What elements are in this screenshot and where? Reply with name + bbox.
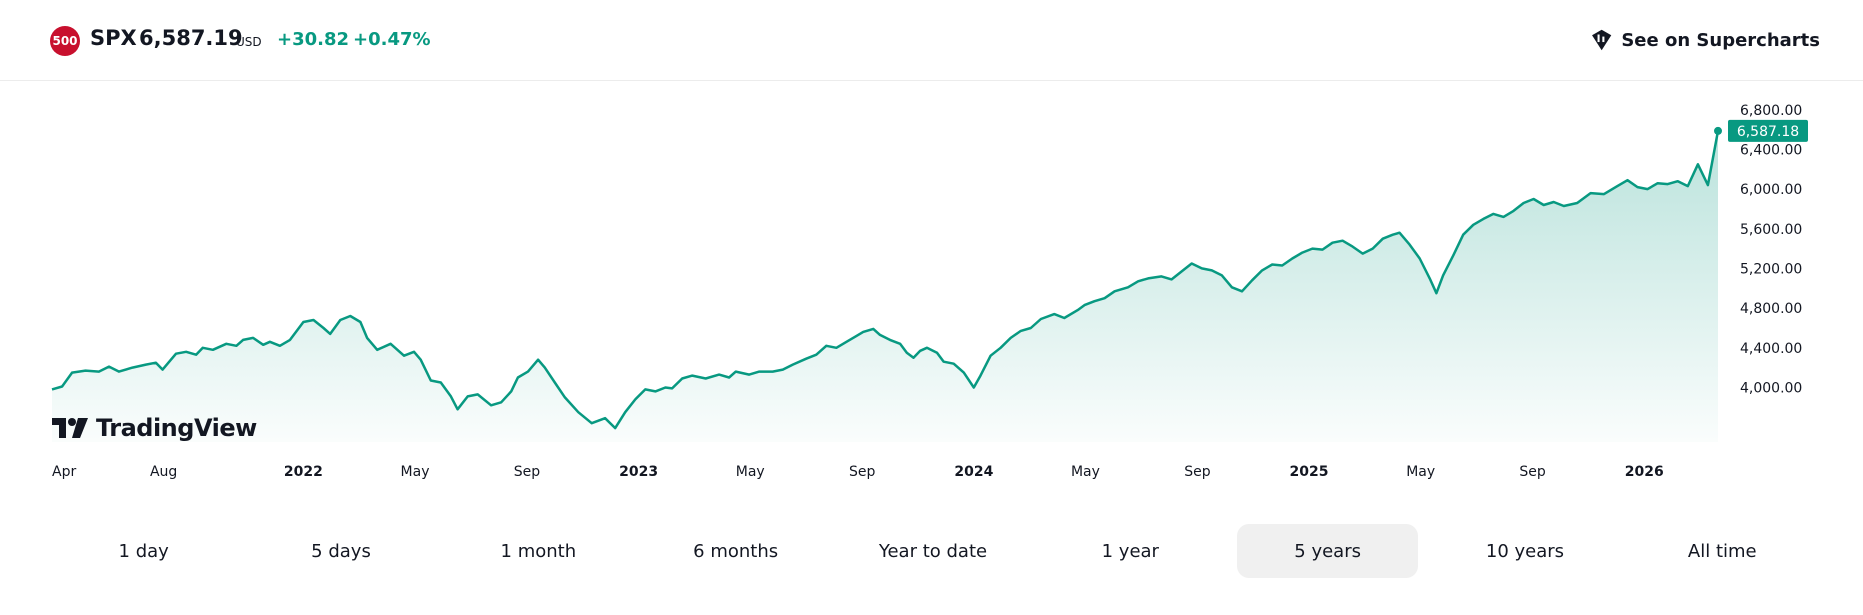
y-axis-tick-label: 4,400.00 [1740,341,1802,357]
supercharts-label: See on Supercharts [1621,29,1820,51]
tradingview-logo-text: TradingView [96,414,257,442]
range-button-1-year[interactable]: 1 year [1040,524,1221,578]
see-on-supercharts-button[interactable]: See on Supercharts [1590,22,1820,58]
range-button-5-years[interactable]: 5 years [1236,524,1419,578]
symbol-name[interactable]: SPX [90,26,137,50]
y-axis-tick-label: 5,600.00 [1740,222,1802,238]
last-price-label-bg [1728,119,1808,142]
chart-area-fill [52,130,1718,442]
y-axis-tick-label: 6,000.00 [1740,182,1802,198]
index-badge: 500 [50,26,80,56]
range-button-1-month[interactable]: 1 month [448,524,629,578]
tradingview-logo-icon [52,418,88,438]
price-change: +30.82 [277,29,350,50]
x-axis-tick-label: 2023 [619,464,658,480]
x-axis-tick-label: May [1071,464,1100,480]
range-button-6-months[interactable]: 6 months [645,524,826,578]
currency-label: USD [236,35,262,49]
x-axis-tick-label: 2026 [1625,464,1664,480]
x-axis-tick-label: 2024 [954,464,993,480]
x-axis-tick-label: Sep [1519,464,1546,480]
x-axis-tick-label: May [401,464,430,480]
symbol-header: 500 SPX 6,587.19 USD +30.82 +0.47% See o… [0,0,1863,81]
x-axis-tick-label: May [1406,464,1435,480]
range-button-10-years[interactable]: 10 years [1434,524,1615,578]
range-button-1-day[interactable]: 1 day [53,524,234,578]
range-button-5-days[interactable]: 5 days [250,524,431,578]
current-price: 6,587.19 [139,26,243,50]
x-axis-tick-label: 2025 [1290,464,1329,480]
y-axis-tick-label: 5,200.00 [1740,261,1802,277]
tradingview-logo[interactable]: TradingView [52,414,257,442]
y-axis-tick-label: 6,400.00 [1740,142,1802,158]
y-axis-tick-label: 4,800.00 [1740,301,1802,317]
x-axis-tick-label: 2022 [284,464,323,480]
y-axis-tick-label: 4,000.00 [1740,380,1802,396]
x-axis-tick-label: Sep [849,464,876,480]
price-change-percent: +0.47% [353,29,431,50]
x-axis-tick-label: Sep [1184,464,1211,480]
last-price-point [1714,126,1722,135]
range-button-all-time[interactable]: All time [1632,524,1813,578]
supercharts-icon [1592,29,1612,51]
x-axis-tick-label: Apr [52,464,76,480]
y-axis-tick-label: 6,800.00 [1740,103,1802,119]
x-axis-tick-label: Aug [150,464,177,480]
last-price-label: 6,587.18 [1737,124,1799,140]
price-chart[interactable]: 4,000.00 4,400.00 4,800.00 5,200.00 5,600.00… [0,82,1863,502]
time-range-selector: 1 day 5 days 1 month 6 months Year to date 1 … [45,524,1821,580]
x-axis-tick-label: Sep [514,464,541,480]
chart-price-line [51,130,1720,430]
x-axis-tick-label: May [736,464,765,480]
range-button-year-to-date[interactable]: Year to date [842,524,1023,578]
